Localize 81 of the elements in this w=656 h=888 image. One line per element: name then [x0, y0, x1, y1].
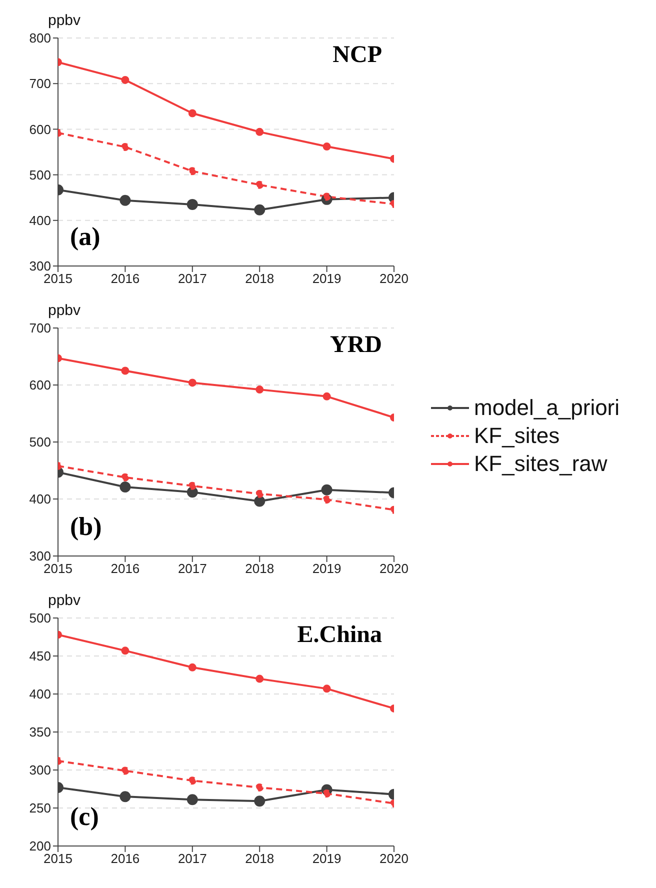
y-tick-label: 350 — [29, 724, 51, 740]
legend-label: KF_sites — [474, 422, 560, 450]
y-tick-label: 500 — [29, 610, 51, 626]
annotation: (c) — [70, 802, 99, 832]
chart-title: NCP — [332, 42, 382, 69]
y-axis-title: ppbv — [48, 302, 81, 319]
x-tick-label: 2018 — [245, 561, 274, 576]
point — [121, 646, 130, 655]
annotation: (b) — [70, 512, 102, 542]
y-tick-label: 300 — [29, 548, 51, 564]
point — [188, 776, 196, 785]
x-tick-label: 2016 — [110, 271, 140, 286]
point — [120, 482, 131, 493]
y-tick-label: 250 — [29, 800, 51, 816]
y-tick-label: 700 — [29, 320, 51, 336]
x-tick-label: 2015 — [44, 271, 72, 286]
y-tick-label: 450 — [29, 648, 51, 664]
point — [256, 674, 264, 683]
point — [256, 386, 264, 394]
x-tick-label: 2015 — [44, 561, 72, 576]
x-tick-label: 2019 — [312, 271, 342, 286]
x-tick-label: 2016 — [110, 561, 140, 576]
point — [188, 482, 196, 490]
point — [322, 142, 331, 151]
point — [120, 194, 131, 206]
x-tick-label: 2017 — [178, 271, 207, 286]
y-tick-label: 800 — [29, 30, 51, 46]
point — [188, 663, 196, 672]
y-tick-label: 600 — [29, 378, 51, 393]
y-tick-label: 600 — [29, 122, 51, 137]
point — [121, 473, 130, 482]
x-tick-label: 2019 — [312, 851, 342, 866]
y-tick-label: 300 — [29, 762, 51, 778]
y-tick-label: 300 — [29, 258, 51, 274]
point — [121, 366, 130, 375]
point — [322, 496, 331, 504]
x-tick-label: 2016 — [110, 851, 140, 866]
y-tick-label: 200 — [29, 838, 51, 854]
annotation: (a) — [70, 222, 100, 252]
x-tick-label: 2020 — [380, 561, 408, 576]
x-tick-label: 2018 — [245, 271, 274, 286]
point — [256, 180, 264, 189]
y-axis-title: ppbv — [48, 592, 81, 609]
point — [322, 192, 331, 201]
point — [254, 796, 266, 807]
point — [121, 766, 130, 775]
point — [254, 204, 266, 216]
point — [322, 790, 331, 798]
x-tick-label: 2017 — [178, 561, 207, 576]
point — [121, 76, 130, 84]
point — [186, 198, 198, 210]
point — [254, 496, 266, 507]
point — [120, 791, 131, 802]
y-tick-label: 400 — [29, 686, 51, 702]
x-tick-label: 2018 — [245, 851, 274, 866]
point — [188, 378, 196, 387]
point — [256, 490, 264, 498]
y-tick-label: 400 — [29, 213, 51, 228]
y-axis-title: ppbv — [48, 12, 81, 29]
point — [322, 392, 331, 400]
y-tick-label: 500 — [29, 434, 51, 450]
x-tick-label: 2019 — [312, 561, 342, 576]
x-tick-label: 2015 — [44, 851, 72, 866]
legend-label: model_a_priori — [474, 394, 620, 422]
point — [188, 109, 196, 118]
point — [188, 167, 196, 176]
point — [322, 684, 331, 693]
point — [256, 783, 264, 792]
chart-title: YRD — [330, 332, 382, 359]
chart-title: E.China — [297, 622, 382, 649]
point — [121, 142, 130, 151]
y-tick-label: 700 — [29, 76, 51, 92]
x-tick-label: 2020 — [380, 271, 408, 286]
y-tick-label: 400 — [29, 492, 51, 507]
point — [186, 794, 198, 806]
point — [321, 484, 332, 496]
x-tick-label: 2020 — [380, 851, 408, 866]
y-tick-label: 500 — [29, 167, 51, 182]
x-tick-label: 2017 — [178, 851, 207, 866]
point — [256, 128, 264, 136]
legend-label: KF_sites_raw — [474, 450, 608, 478]
